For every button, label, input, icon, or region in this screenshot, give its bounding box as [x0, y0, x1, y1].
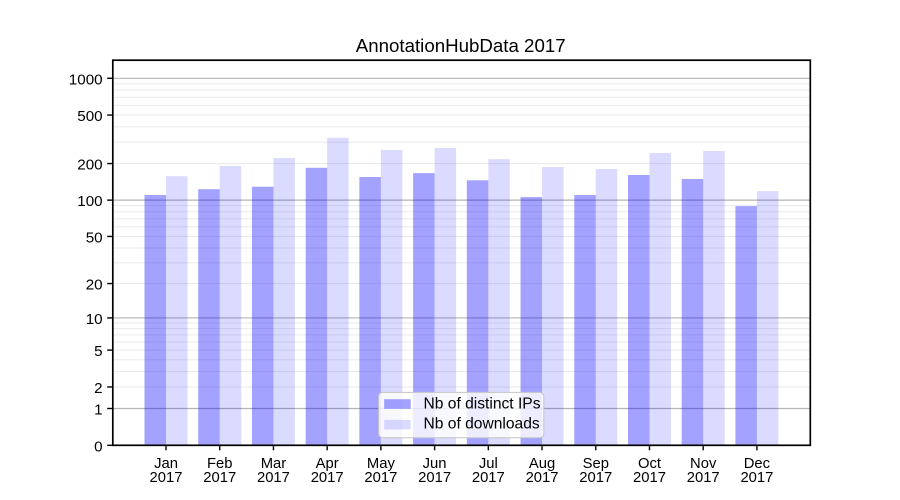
svg-text:2017: 2017 — [311, 470, 344, 486]
svg-text:Jul: Jul — [479, 456, 498, 472]
svg-text:2017: 2017 — [740, 470, 773, 486]
svg-text:200: 200 — [77, 157, 102, 174]
svg-text:Oct: Oct — [638, 456, 661, 472]
svg-text:2017: 2017 — [687, 470, 720, 486]
svg-text:Apr: Apr — [316, 456, 339, 472]
svg-text:1000: 1000 — [69, 71, 103, 88]
svg-text:2017: 2017 — [418, 470, 451, 486]
svg-text:2017: 2017 — [579, 470, 612, 486]
svg-text:2017: 2017 — [633, 470, 666, 486]
svg-text:Aug: Aug — [529, 456, 555, 472]
svg-text:2017: 2017 — [526, 470, 559, 486]
svg-text:2: 2 — [94, 380, 102, 397]
svg-text:500: 500 — [77, 108, 102, 125]
svg-text:50: 50 — [86, 229, 103, 246]
svg-text:May: May — [367, 456, 396, 472]
svg-text:AnnotationHubData 2017: AnnotationHubData 2017 — [356, 35, 566, 56]
svg-text:2017: 2017 — [472, 470, 505, 486]
svg-text:Mar: Mar — [261, 456, 287, 472]
svg-text:20: 20 — [86, 277, 103, 294]
svg-text:Sep: Sep — [583, 456, 609, 472]
svg-text:Jun: Jun — [423, 456, 447, 472]
svg-text:Dec: Dec — [744, 456, 771, 472]
svg-text:2017: 2017 — [364, 470, 397, 486]
svg-text:10: 10 — [86, 311, 103, 328]
svg-text:Nb of downloads: Nb of downloads — [424, 415, 540, 432]
svg-text:2017: 2017 — [150, 470, 183, 486]
svg-text:2017: 2017 — [203, 470, 236, 486]
svg-text:Jan: Jan — [154, 456, 178, 472]
svg-text:5: 5 — [94, 343, 102, 360]
svg-text:Feb: Feb — [207, 456, 233, 472]
svg-text:100: 100 — [77, 193, 102, 210]
svg-text:0: 0 — [94, 438, 102, 455]
svg-text:Nb of distinct IPs: Nb of distinct IPs — [424, 396, 541, 413]
svg-text:2017: 2017 — [257, 470, 290, 486]
svg-text:1: 1 — [94, 401, 102, 418]
svg-text:Nov: Nov — [690, 456, 717, 472]
